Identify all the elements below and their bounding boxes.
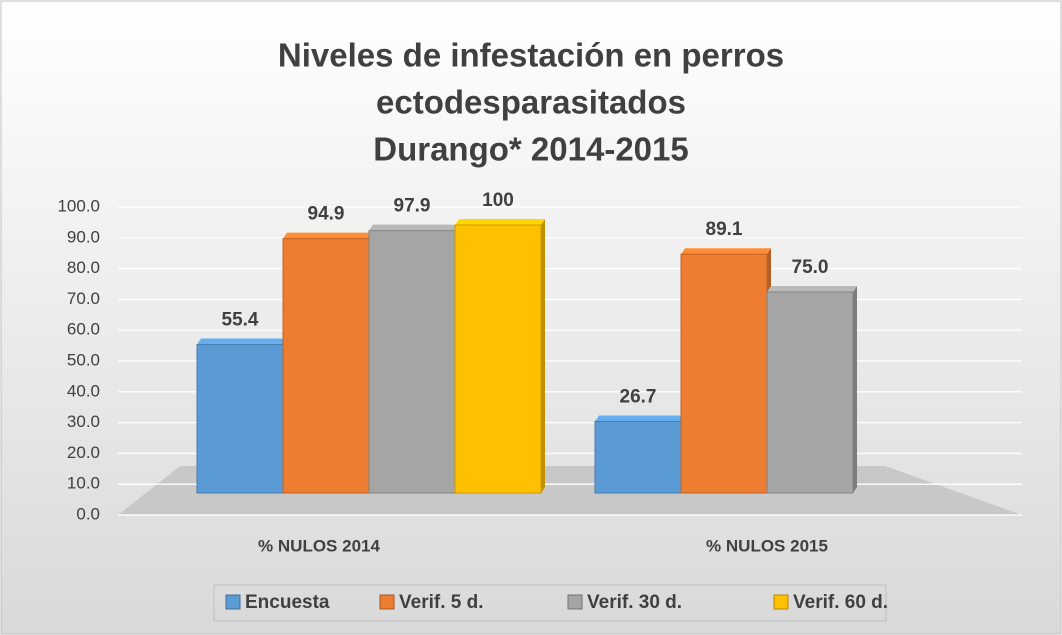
bar-side (541, 219, 545, 493)
legend-swatch (773, 594, 789, 610)
y-tick-label: 0.0 (76, 504, 100, 523)
legend-swatch (567, 594, 583, 610)
bar-top (595, 415, 685, 422)
legend-swatch (225, 594, 241, 610)
legend-label: Encuesta (245, 592, 330, 613)
y-tick-label: 30.0 (67, 412, 100, 431)
data-label: 26.7 (620, 386, 657, 407)
bar-top (767, 286, 857, 292)
y-tick-label: 80.0 (67, 258, 100, 277)
data-label: 55.4 (222, 310, 259, 331)
x-tick-label: % NULOS 2015 (706, 536, 828, 555)
bar (680, 253, 768, 494)
legend-swatch (379, 594, 395, 610)
data-label: 94.9 (308, 204, 345, 225)
y-tick-label: 10.0 (67, 474, 100, 493)
bar (766, 291, 854, 494)
chart-title: Niveles de infestación en perros (278, 37, 784, 74)
bar (196, 344, 284, 494)
x-tick-label: % NULOS 2014 (258, 536, 380, 555)
data-label: 97.9 (394, 196, 431, 217)
data-label: 100 (482, 190, 514, 211)
legend-label: Verif. 30 d. (587, 592, 682, 613)
chart-title: ectodesparasitados (376, 84, 686, 121)
bar-top (369, 224, 459, 231)
bar-top (455, 219, 545, 225)
bar (282, 238, 370, 494)
chart-title: Durango* 2014-2015 (373, 131, 688, 168)
data-label: 89.1 (706, 219, 743, 240)
y-tick-label: 60.0 (67, 320, 100, 339)
y-tick-label: 100.0 (57, 196, 100, 215)
y-tick-label: 90.0 (67, 227, 100, 246)
bar-top (681, 248, 771, 255)
y-tick-label: 40.0 (67, 381, 100, 400)
y-tick-label: 70.0 (67, 289, 100, 308)
bar (368, 230, 456, 494)
legend-label: Verif. 60 d. (793, 592, 888, 613)
legend-box (213, 584, 887, 622)
legend-label: Verif. 5 d. (399, 592, 483, 613)
bar-top (197, 338, 287, 345)
bar-top (283, 232, 373, 239)
data-label: 75.0 (792, 257, 829, 278)
y-tick-label: 50.0 (67, 350, 100, 369)
bar (454, 224, 542, 494)
bar-side (853, 286, 857, 493)
y-tick-label: 20.0 (67, 443, 100, 462)
bar (594, 420, 682, 494)
